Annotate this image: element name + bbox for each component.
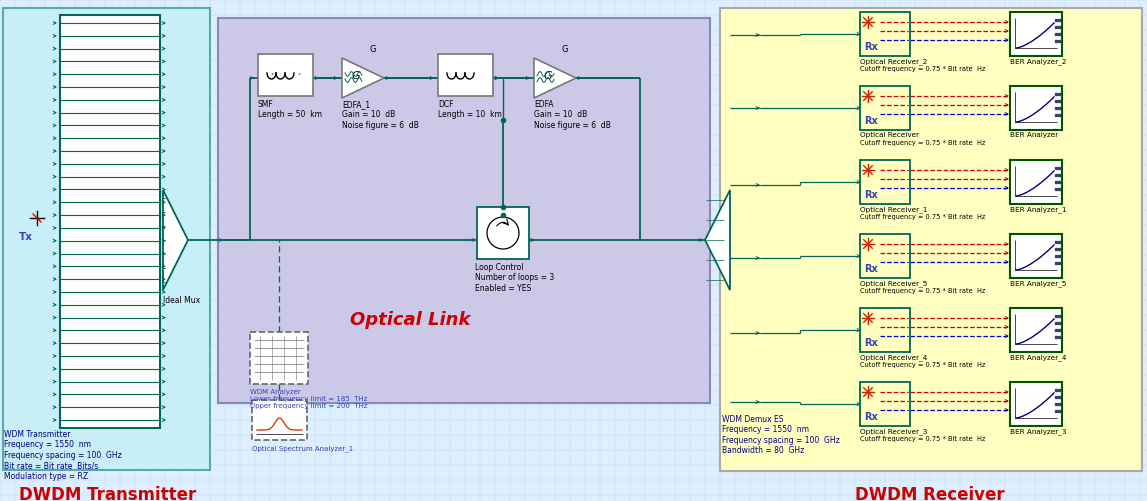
Text: WDM Demux ES
Frequency = 1550  nm
Frequency spacing = 100  GHz
Bandwidth = 80  G: WDM Demux ES Frequency = 1550 nm Frequen…	[721, 415, 840, 455]
Bar	[860, 234, 910, 278]
Text: Cutoff frequency = 0.75 * Bit rate  Hz: Cutoff frequency = 0.75 * Bit rate Hz	[860, 288, 985, 294]
Bar	[860, 308, 910, 352]
Text: Ideal Mux: Ideal Mux	[163, 296, 200, 305]
Bar	[252, 400, 307, 440]
Text: Rx: Rx	[864, 42, 877, 52]
Bar	[250, 332, 309, 384]
Text: DWDM Receiver: DWDM Receiver	[856, 486, 1005, 501]
Bar	[1011, 86, 1062, 130]
Bar	[860, 86, 910, 130]
Text: BER Analyzer_4: BER Analyzer_4	[1011, 354, 1067, 361]
Text: Optical Receiver_5: Optical Receiver_5	[860, 280, 928, 287]
Bar	[60, 15, 159, 428]
Text: DWDM Transmitter: DWDM Transmitter	[19, 486, 196, 501]
Bar	[1011, 160, 1062, 204]
Text: BER Analyzer_5: BER Analyzer_5	[1011, 280, 1067, 287]
Text: EDFA
Gain = 10  dB
Noise figure = 6  dB: EDFA Gain = 10 dB Noise figure = 6 dB	[535, 100, 611, 130]
Text: SMF
Length = 50  km: SMF Length = 50 km	[258, 100, 322, 119]
Text: Cutoff frequency = 0.75 * Bit rate  Hz: Cutoff frequency = 0.75 * Bit rate Hz	[860, 140, 985, 146]
Text: G: G	[370, 45, 376, 54]
Text: Cutoff frequency = 0.75 * Bit rate  Hz: Cutoff frequency = 0.75 * Bit rate Hz	[860, 362, 985, 368]
Text: Rx: Rx	[864, 412, 877, 422]
Text: Loop Control
Number of loops = 3
Enabled = YES: Loop Control Number of loops = 3 Enabled…	[475, 263, 554, 293]
Text: G: G	[352, 71, 360, 81]
Text: Rx: Rx	[864, 338, 877, 348]
Text: Optical Spectrum Analyzer_1: Optical Spectrum Analyzer_1	[252, 445, 353, 452]
Text: BER Analyzer_3: BER Analyzer_3	[1011, 428, 1067, 435]
Text: Rx: Rx	[864, 116, 877, 126]
Polygon shape	[163, 190, 188, 290]
Text: Optical Receiver_2: Optical Receiver_2	[860, 58, 928, 65]
Bar	[1011, 382, 1062, 426]
Bar	[860, 160, 910, 204]
Bar	[3, 8, 210, 470]
Text: BER Analyzer_1: BER Analyzer_1	[1011, 206, 1067, 213]
Text: Optical Receiver_1: Optical Receiver_1	[860, 206, 928, 213]
Bar	[1011, 12, 1062, 56]
Bar	[477, 207, 529, 259]
Text: BER Analyzer_2: BER Analyzer_2	[1011, 58, 1067, 65]
Circle shape	[487, 217, 518, 249]
Bar	[720, 8, 1142, 471]
Text: Optical Link: Optical Link	[350, 311, 470, 329]
Text: Optical Receiver: Optical Receiver	[860, 132, 919, 138]
Text: Cutoff frequency = 0.75 * Bit rate  Hz: Cutoff frequency = 0.75 * Bit rate Hz	[860, 436, 985, 442]
Text: Rx: Rx	[864, 264, 877, 274]
Bar	[1011, 308, 1062, 352]
Bar	[258, 54, 313, 96]
Polygon shape	[342, 58, 384, 98]
Text: BER Analyzer: BER Analyzer	[1011, 132, 1059, 138]
Bar	[860, 382, 910, 426]
Bar	[860, 12, 910, 56]
Bar	[1011, 234, 1062, 278]
Text: Optical Receiver_4: Optical Receiver_4	[860, 354, 928, 361]
Text: WDM Analyzer
Lower frequency limit = 185  THz
Upper frequency limit = 200  THz: WDM Analyzer Lower frequency limit = 185…	[250, 389, 367, 409]
Text: Rx: Rx	[864, 190, 877, 200]
Text: Optical Receiver_3: Optical Receiver_3	[860, 428, 928, 435]
Bar	[218, 18, 710, 403]
Polygon shape	[535, 58, 576, 98]
Text: Cutoff frequency = 0.75 * Bit rate  Hz: Cutoff frequency = 0.75 * Bit rate Hz	[860, 214, 985, 220]
Text: G: G	[562, 45, 569, 54]
Text: EDFA_1
Gain = 10  dB
Noise figure = 6  dB: EDFA_1 Gain = 10 dB Noise figure = 6 dB	[342, 100, 419, 130]
Text: Cutoff frequency = 0.75 * Bit rate  Hz: Cutoff frequency = 0.75 * Bit rate Hz	[860, 66, 985, 72]
Text: G: G	[544, 71, 553, 81]
Polygon shape	[705, 190, 729, 290]
Text: WDM Transmitter
Frequency = 1550  nm
Frequency spacing = 100  GHz
Bit rate = Bit: WDM Transmitter Frequency = 1550 nm Freq…	[3, 430, 122, 480]
Text: Tx: Tx	[19, 232, 33, 242]
Text: DCF
Length = 10  km: DCF Length = 10 km	[438, 100, 502, 119]
Bar	[438, 54, 493, 96]
